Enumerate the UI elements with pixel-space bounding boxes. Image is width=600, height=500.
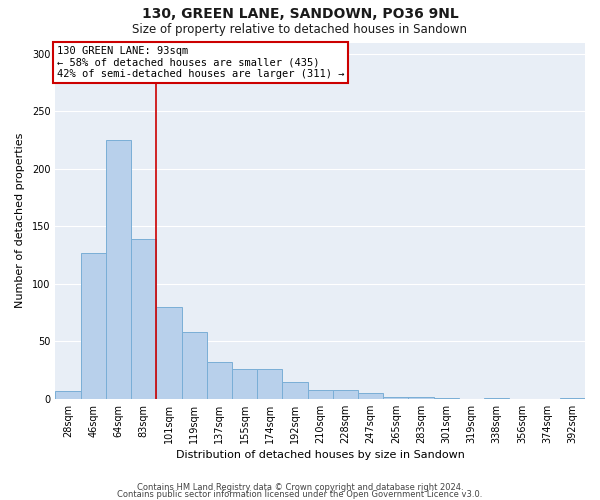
Bar xyxy=(484,398,509,399)
Bar xyxy=(308,390,333,399)
Text: Size of property relative to detached houses in Sandown: Size of property relative to detached ho… xyxy=(133,22,467,36)
Bar xyxy=(55,391,80,399)
Bar xyxy=(131,239,157,399)
Text: Contains HM Land Registry data © Crown copyright and database right 2024.: Contains HM Land Registry data © Crown c… xyxy=(137,484,463,492)
Bar xyxy=(283,382,308,399)
Bar xyxy=(358,393,383,399)
Bar xyxy=(257,369,283,399)
Bar xyxy=(80,253,106,399)
Text: 130 GREEN LANE: 93sqm
← 58% of detached houses are smaller (435)
42% of semi-det: 130 GREEN LANE: 93sqm ← 58% of detached … xyxy=(56,46,344,79)
X-axis label: Distribution of detached houses by size in Sandown: Distribution of detached houses by size … xyxy=(176,450,464,460)
Bar xyxy=(232,369,257,399)
Bar xyxy=(207,362,232,399)
Bar xyxy=(434,398,459,399)
Bar xyxy=(333,390,358,399)
Bar xyxy=(157,307,182,399)
Bar xyxy=(106,140,131,399)
Bar xyxy=(409,396,434,399)
Bar xyxy=(383,396,409,399)
Bar xyxy=(182,332,207,399)
Text: Contains public sector information licensed under the Open Government Licence v3: Contains public sector information licen… xyxy=(118,490,482,499)
Text: 130, GREEN LANE, SANDOWN, PO36 9NL: 130, GREEN LANE, SANDOWN, PO36 9NL xyxy=(142,8,458,22)
Y-axis label: Number of detached properties: Number of detached properties xyxy=(15,133,25,308)
Bar xyxy=(560,398,585,399)
